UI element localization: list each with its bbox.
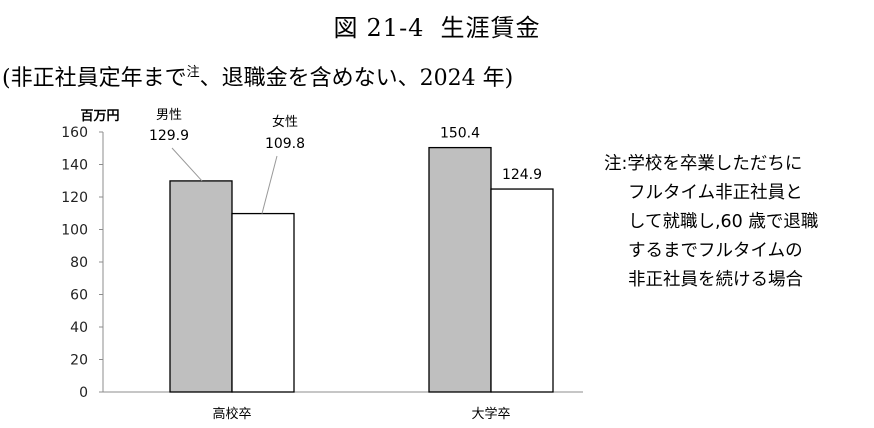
y-axis-ticks: 0 20 40 60 80 100 120 140 160 (61, 125, 103, 401)
series-name-label: 女性 (272, 114, 298, 130)
bar (490, 188, 554, 393)
data-label: 109.8 (265, 136, 305, 152)
footnote-line: 注:学校を卒業しただちに (604, 154, 803, 174)
leader-line (171, 147, 203, 182)
x-axis-labels: 高校卒 大学卒 (212, 406, 510, 422)
footnote: 注:学校を卒業しただちに フルタイム非正社員と して就職し,60 歳で退職 する… (604, 150, 866, 295)
subtitle-note-marker: 注 (186, 65, 200, 80)
bar-series (169, 146, 554, 393)
footnote-line: 非正社員を続ける場合 (628, 270, 803, 290)
y-tick-label: 60 (70, 288, 88, 304)
y-tick-label: 140 (61, 158, 88, 174)
y-tick-label: 100 (61, 223, 88, 239)
y-tick-label: 20 (70, 353, 88, 369)
figure-label: 図 (333, 14, 359, 42)
data-label: 124.9 (502, 167, 542, 183)
leader-line (261, 155, 278, 214)
y-tick-label: 40 (70, 320, 88, 336)
footnote-line: フルタイム非正社員と (628, 183, 803, 203)
x-category-label: 大学卒 (471, 406, 510, 422)
subtitle-text-post: 、退職金を含めない、2024 年) (199, 66, 514, 91)
data-label: 150.4 (440, 126, 480, 142)
x-category-label: 高校卒 (212, 406, 251, 422)
figure-title: 図 21-4 生涯賃金 (0, 8, 874, 43)
figure-number: 21-4 (366, 14, 425, 42)
figure-subtitle: (非正社員定年まで注、退職金を含めない、2024 年) (2, 60, 513, 92)
subtitle-text-pre: (非正社員定年まで (2, 66, 187, 91)
data-label: 129.9 (149, 128, 189, 144)
y-axis-unit-label: 百万円 (80, 109, 119, 124)
series-callouts: 男性 129.9 女性 109.8 150.4 124.9 (149, 108, 542, 214)
y-tick-label: 0 (79, 385, 88, 401)
bar (169, 180, 233, 393)
figure-name: 生涯賃金 (440, 14, 541, 42)
footnote-line: するまでフルタイムの (628, 241, 803, 261)
bar (231, 212, 295, 393)
bar (428, 146, 492, 393)
y-tick-label: 80 (70, 255, 88, 271)
series-name-label: 男性 (156, 108, 182, 123)
y-tick-label: 120 (61, 190, 88, 206)
y-tick-label: 160 (61, 125, 88, 141)
footnote-line: して就職し,60 歳で退職 (628, 212, 819, 232)
